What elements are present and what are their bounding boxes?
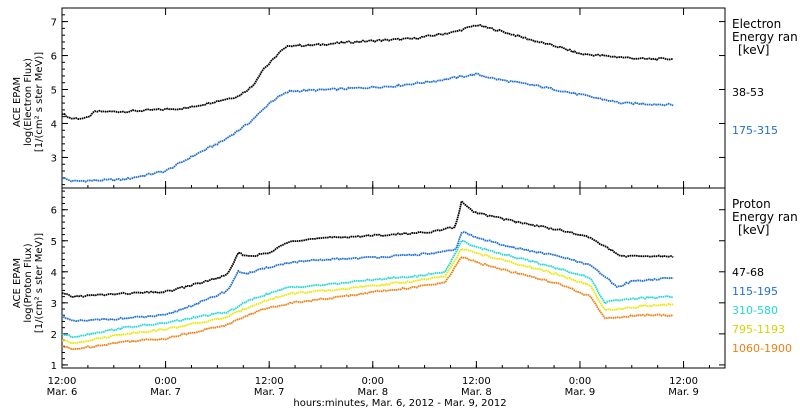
xtick-date-label: Mar. 6	[47, 387, 78, 398]
xtick-date-label: Mar. 8	[357, 387, 388, 398]
xtick-time-label: 12:00	[462, 376, 491, 387]
proton-ytick-label: 1	[51, 361, 57, 372]
electron-legend-item: 38-53	[732, 86, 764, 99]
proton-legend-unit: [keV]	[738, 223, 769, 237]
electron-legend-item: 175-315	[732, 124, 778, 137]
proton-legend-item: 310-580	[732, 304, 778, 317]
xtick-date-label: Mar. 7	[254, 387, 285, 398]
xtick-time-label: 0:00	[362, 376, 384, 387]
electron-ylabel-line1: ACE EPAM	[12, 77, 23, 127]
x-axis-title: hours:minutes, Mar. 6, 2012 - Mar. 9, 20…	[293, 398, 506, 409]
xtick-date-label: Mar. 9	[565, 387, 596, 398]
xtick-date-label: Mar. 8	[461, 387, 492, 398]
proton-legend-item: 795-1193	[732, 323, 785, 336]
proton-legend-subtitle: Energy ran	[732, 210, 798, 224]
electron-series-175-315	[61, 72, 674, 183]
electron-legend-title: Electron	[732, 17, 781, 31]
xtick-time-label: 12:00	[255, 376, 284, 387]
proton-series-47-68	[61, 199, 674, 298]
electron-legend-subtitle: Energy ran	[732, 30, 798, 44]
proton-ytick-label: 2	[51, 330, 57, 341]
electron-panel-frame	[61, 7, 726, 189]
proton-ytick-label: 5	[51, 237, 57, 248]
electron-ytick-label: 6	[51, 52, 57, 63]
xtick-date-label: Mar. 7	[150, 387, 181, 398]
proton-legend-item: 47-68	[732, 266, 764, 279]
proton-series-115-195	[61, 231, 674, 323]
proton-series-795-1193	[62, 247, 674, 345]
proton-ylabel-line3: [1/(cm² s ster MeV)]	[34, 233, 45, 333]
xtick-time-label: 12:00	[669, 376, 698, 387]
xtick-time-label: 0:00	[569, 376, 591, 387]
xtick-date-label: Mar. 9	[668, 387, 699, 398]
xtick-time-label: 0:00	[154, 376, 176, 387]
proton-legend-item: 115-195	[732, 285, 778, 298]
electron-series-38-53	[61, 24, 674, 121]
electron-ylabel-line2: log(Electron Flux)	[23, 58, 34, 146]
electron-ytick-label: 5	[51, 86, 57, 97]
electron-ytick-label: 4	[51, 119, 57, 130]
proton-ylabel-line2: log(Proton Flux)	[23, 243, 34, 322]
electron-ylabel-line3: [1/(cm² s ster MeV)]	[34, 52, 45, 152]
electron-ylabel: ACE EPAM log(Electron Flux) [1/(cm² s st…	[12, 52, 45, 152]
xtick-time-label: 12:00	[48, 376, 77, 387]
proton-ytick-label: 4	[51, 268, 57, 279]
proton-legend-title: Proton	[732, 197, 771, 211]
proton-legend-item: 1060-1900	[732, 342, 792, 355]
proton-ytick-label: 6	[51, 206, 57, 217]
electron-legend-unit: [keV]	[738, 43, 769, 57]
proton-series-1060-1900	[61, 256, 674, 351]
proton-ylabel-line1: ACE EPAM	[12, 258, 23, 308]
electron-ytick-label: 7	[51, 18, 57, 29]
proton-ylabel: ACE EPAM log(Proton Flux) [1/(cm² s ster…	[12, 233, 45, 333]
electron-ytick-label: 3	[51, 153, 57, 164]
proton-series-310-580	[61, 239, 674, 339]
proton-ytick-label: 3	[51, 299, 57, 310]
